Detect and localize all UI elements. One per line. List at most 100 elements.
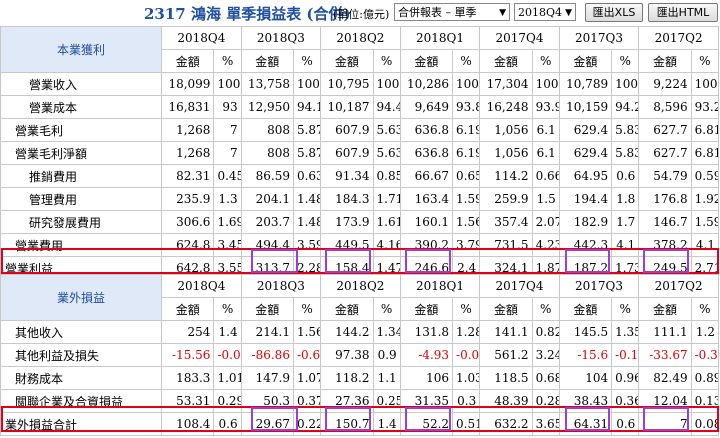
non-operating-table: 業外損益 2018Q4 2018Q3 2018Q2 2018Q1 2017Q4 2017Q3…	[0, 274, 720, 436]
pct-cell: 6.81	[690, 118, 720, 142]
pct-cell: 5.87	[292, 118, 322, 142]
amount-cell: 194.4	[558, 187, 613, 211]
amount-header: 金額	[320, 297, 374, 321]
pct-cell: 0.65	[452, 164, 481, 188]
amount-cell: 1,268	[161, 118, 215, 142]
amount-cell: 254	[161, 320, 215, 344]
amount-cell: 146.7	[638, 210, 692, 234]
pct-cell: 1.5	[531, 187, 560, 211]
section-title: 業外損益	[0, 274, 163, 321]
pct-cell: 0.3	[452, 389, 481, 413]
amount-cell: 64.31	[558, 412, 613, 436]
quarter-header: 2017Q4	[479, 274, 560, 298]
pct-header: %	[611, 297, 640, 321]
row-label: 財務成本	[0, 366, 163, 390]
amount-cell: 150.7	[320, 412, 374, 436]
pct-cell: 0.29	[213, 389, 242, 413]
chevron-down-icon: ▼	[565, 8, 572, 18]
table-row: 研究發展費用306.61.69203.71.48173.91.61160.11.…	[0, 210, 720, 234]
row-label: 推銷費用	[0, 164, 163, 188]
pct-cell: 4.23	[531, 233, 560, 257]
pct-cell: -0.05	[452, 343, 481, 367]
pct-cell: 4.1	[690, 233, 720, 257]
amount-cell: 204.1	[240, 187, 294, 211]
pct-cell: 0.89	[690, 366, 720, 390]
pct-cell: 0.36	[611, 389, 640, 413]
report-type-select[interactable]: 合併報表 – 單季 ▼	[394, 3, 510, 21]
pct-cell: 0.6	[611, 164, 640, 188]
amount-header: 金額	[161, 49, 215, 73]
quarter-header: 2017Q3	[558, 274, 640, 298]
pct-cell: 3.45	[213, 233, 242, 257]
pct-header: %	[452, 297, 481, 321]
row-label: 營業毛利	[0, 118, 163, 142]
period-select[interactable]: 2018Q4 ▼	[514, 3, 576, 21]
quarter-header: 2018Q4	[161, 26, 242, 50]
pct-cell: 2.07	[531, 210, 560, 234]
amount-cell: -15.6	[558, 343, 613, 367]
toolbar: 2317 鴻海 單季損益表 (合併) (單位:億元) 合併報表 – 單季 ▼ 2…	[0, 0, 720, 26]
table-row: 推銷費用82.310.4586.590.6391.340.8566.670.65…	[0, 164, 720, 188]
amount-header: 金額	[558, 49, 613, 73]
quarter-header-row: 本業獲利 2018Q4 2018Q3 2018Q2 2018Q1 2017Q4 2017Q3…	[0, 26, 719, 73]
pct-cell: 1.92	[690, 187, 720, 211]
amount-cell: 118.5	[479, 366, 533, 390]
pct-cell: 1.69	[213, 210, 242, 234]
amount-cell: 9,649	[399, 95, 454, 119]
pct-cell: 1.56	[452, 210, 481, 234]
amount-cell: 214.1	[240, 320, 294, 344]
quarter-header: 2018Q1	[399, 274, 481, 298]
quarter-header: 2018Q3	[240, 26, 322, 50]
pct-header: %	[292, 49, 322, 73]
pct-cell: 1.34	[372, 320, 401, 344]
pct-cell: 0.68	[531, 366, 560, 390]
amount-cell: 147.9	[240, 366, 294, 390]
amount-cell: 449.5	[320, 233, 374, 257]
pct-cell: 100	[611, 72, 640, 96]
column-header-row: 金額% 金額% 金額% 金額% 金額% 金額% 金額%	[1, 49, 720, 73]
amount-cell: 390.2	[399, 233, 454, 257]
amount-cell: 18,099	[161, 72, 215, 96]
pct-header: %	[372, 297, 401, 321]
export-html-button[interactable]: 匯出HTML	[648, 3, 718, 22]
pct-cell: 4.16	[372, 233, 401, 257]
amount-header: 金額	[558, 297, 613, 321]
amount-cell: 111.1	[638, 320, 692, 344]
amount-cell: 82.49	[638, 366, 692, 390]
amount-cell: 629.4	[558, 118, 613, 142]
pct-cell: 1.03	[452, 366, 481, 390]
amount-cell: 118.2	[320, 366, 374, 390]
amount-header: 金額	[240, 49, 294, 73]
pct-cell: 0.08	[690, 412, 720, 436]
amount-header: 金額	[399, 297, 454, 321]
amount-cell: 632.2	[479, 412, 533, 436]
pct-cell: 4.1	[611, 233, 640, 257]
amount-cell: 141.1	[479, 320, 533, 344]
amount-cell: 629.4	[558, 141, 613, 165]
amount-cell: 357.4	[479, 210, 533, 234]
amount-cell: 636.8	[399, 141, 454, 165]
pct-cell: 6.1	[531, 118, 560, 142]
pct-cell: 5.63	[372, 118, 401, 142]
row-label: 其他收入	[0, 320, 163, 344]
table-row: 關聯企業及合資損益53.310.2950.30.3727.360.2531.35…	[0, 389, 720, 413]
amount-header: 金額	[399, 49, 454, 73]
quarter-header: 2017Q2	[638, 274, 719, 298]
pct-cell: 1.07	[292, 366, 322, 390]
pct-cell: 0.85	[372, 164, 401, 188]
amount-cell: 176.8	[638, 187, 692, 211]
amount-cell: 636.8	[399, 118, 454, 142]
amount-cell: 1,056	[479, 141, 533, 165]
amount-cell: 50.3	[240, 389, 294, 413]
pct-cell: 3.24	[531, 343, 560, 367]
export-xls-button[interactable]: 匯出XLS	[585, 3, 643, 22]
pct-cell: 0.63	[292, 164, 322, 188]
table-row: 營業費用624.83.45494.43.59449.54.16390.23.79…	[0, 233, 720, 257]
pct-header: %	[690, 297, 720, 321]
amount-cell: 494.4	[240, 233, 294, 257]
pct-cell: 0.9	[372, 343, 401, 367]
pct-cell: 1.1	[372, 366, 401, 390]
amount-header: 金額	[479, 49, 533, 73]
period-value: 2018Q4	[518, 6, 563, 19]
table-row: 營業成本16,8319312,95094.110,18794.49,64993.…	[0, 95, 720, 119]
